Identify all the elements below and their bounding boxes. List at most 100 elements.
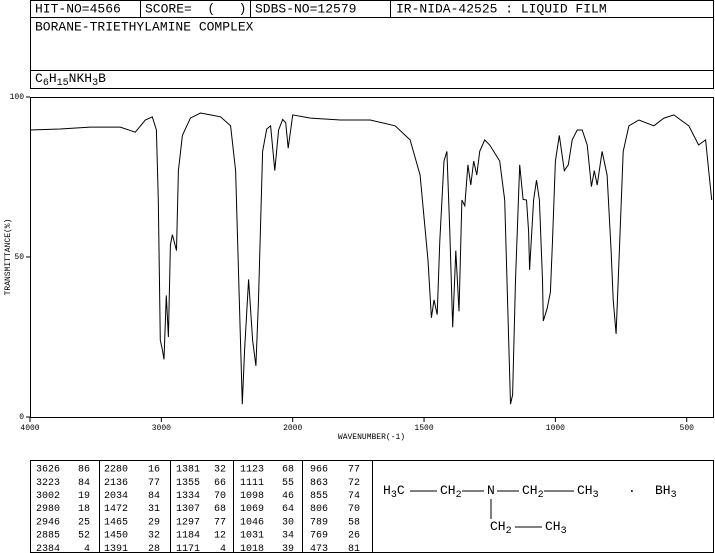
peak-transmittance: 70 (214, 491, 226, 502)
peak-wavenumber: 2885 (36, 531, 60, 542)
y-axis-label: TRANSMITTANCE(%) (4, 219, 13, 296)
peak-wavenumber: 1450 (104, 531, 128, 542)
structure-group: BH3 (655, 483, 677, 500)
text-part: B (98, 71, 106, 86)
peak-wavenumber: 1184 (176, 531, 200, 542)
hit-no: HIT-NO=4566 (35, 1, 121, 16)
text-part: C (397, 483, 405, 498)
spectrum-line (29, 112, 713, 405)
peak-wavenumber: 1381 (176, 465, 200, 476)
structure-group: H3C (383, 483, 405, 500)
peak-transmittance: 58 (348, 517, 360, 528)
peak-wavenumber: 1334 (176, 491, 200, 502)
peak-wavenumber: 2136 (104, 478, 128, 489)
peak-transmittance: 77 (348, 465, 360, 476)
peak-transmittance: 77 (214, 517, 226, 528)
x-axis-label: WAVENUMBER(-1) (338, 433, 405, 442)
x-tick-label: 1500 (414, 424, 433, 433)
peak-wavenumber: 1171 (176, 544, 200, 553)
structure-group: CH3 (577, 483, 599, 500)
bonds (410, 490, 574, 528)
peak-wavenumber: 1031 (240, 531, 264, 542)
subscript: 2 (456, 490, 462, 501)
header-frame (30, 0, 714, 89)
peak-wavenumber: 1465 (104, 517, 128, 528)
subscript: 6 (43, 78, 49, 89)
method: IR-NIDA-42525 : LIQUID FILM (396, 1, 607, 16)
peak-wavenumber: 2384 (36, 544, 60, 553)
structure-group: CH2 (522, 483, 544, 500)
text-part: H (49, 71, 57, 86)
peak-transmittance: 77 (148, 478, 160, 489)
peak-transmittance: 84 (148, 491, 160, 502)
text-part: CH (545, 519, 561, 534)
x-tick-label: 2000 (283, 424, 302, 433)
peak-wavenumber: 1472 (104, 504, 128, 515)
peak-wavenumber: 1391 (104, 544, 128, 553)
subscript: 3 (391, 490, 397, 501)
peak-transmittance: 46 (282, 491, 294, 502)
peak-wavenumber: 1098 (240, 491, 264, 502)
text-part: NKH (69, 71, 92, 86)
peak-transmittance: 70 (348, 504, 360, 515)
peak-transmittance: 16 (148, 465, 160, 476)
y-tick-label: 100 (10, 93, 25, 102)
y-tick-label: 0 (19, 413, 24, 422)
x-tick-label: 1000 (546, 424, 565, 433)
peak-transmittance: 25 (78, 517, 90, 528)
structure-dot: · (628, 483, 636, 498)
peak-transmittance: 84 (78, 478, 90, 489)
peak-wavenumber: 2034 (104, 491, 128, 502)
peak-transmittance: 31 (148, 504, 160, 515)
peak-transmittance: 68 (282, 465, 294, 476)
peak-wavenumber: 1046 (240, 517, 264, 528)
peak-transmittance: 30 (282, 517, 294, 528)
peak-transmittance: 18 (78, 504, 90, 515)
peak-wavenumber: 3223 (36, 478, 60, 489)
structure-group: CH2 (490, 519, 512, 536)
peak-wavenumber: 966 (310, 465, 328, 476)
peak-wavenumber: 2946 (36, 517, 60, 528)
peak-wavenumber: 3626 (36, 465, 60, 476)
subscript: 2 (538, 490, 544, 501)
peak-transmittance: 32 (214, 465, 226, 476)
structure-group: N (487, 483, 495, 498)
peak-transmittance: 64 (282, 504, 294, 515)
peak-transmittance: 81 (348, 544, 360, 553)
text-part: C (35, 71, 43, 86)
peak-wavenumber: 855 (310, 491, 328, 502)
text-part: N (487, 483, 495, 498)
peak-wavenumber: 2280 (104, 465, 128, 476)
y-tick-label: 50 (14, 253, 24, 262)
peak-transmittance: 12 (214, 531, 226, 542)
peak-wavenumber: 1307 (176, 504, 200, 515)
text-part: CH (490, 519, 506, 534)
peak-wavenumber: 769 (310, 531, 328, 542)
peak-wavenumber: 1123 (240, 465, 264, 476)
peak-wavenumber: 1297 (176, 517, 200, 528)
structure-group: CH2 (440, 483, 462, 500)
peak-wavenumber: 1069 (240, 504, 264, 515)
text-part: CH (440, 483, 456, 498)
peak-transmittance: 34 (282, 531, 294, 542)
peak-wavenumber: 3002 (36, 491, 60, 502)
peak-transmittance: 4 (220, 544, 226, 553)
peak-transmittance: 29 (148, 517, 160, 528)
peak-wavenumber: 2980 (36, 504, 60, 515)
x-tick-label: 500 (680, 424, 695, 433)
subscript: 3 (671, 490, 677, 501)
peak-transmittance: 55 (282, 478, 294, 489)
peak-wavenumber: 789 (310, 517, 328, 528)
sdbs-no: SDBS-NO=12579 (255, 1, 356, 16)
peak-transmittance: 28 (148, 544, 160, 553)
peak-wavenumber: 1018 (240, 544, 264, 553)
text-part: CH (577, 483, 593, 498)
peak-wavenumber: 1355 (176, 478, 200, 489)
peak-transmittance: 4 (84, 544, 90, 553)
text-part: BH (655, 483, 671, 498)
text-part: H (383, 483, 391, 498)
peak-transmittance: 68 (214, 504, 226, 515)
peak-transmittance: 32 (148, 531, 160, 542)
subscript: 3 (593, 490, 599, 501)
